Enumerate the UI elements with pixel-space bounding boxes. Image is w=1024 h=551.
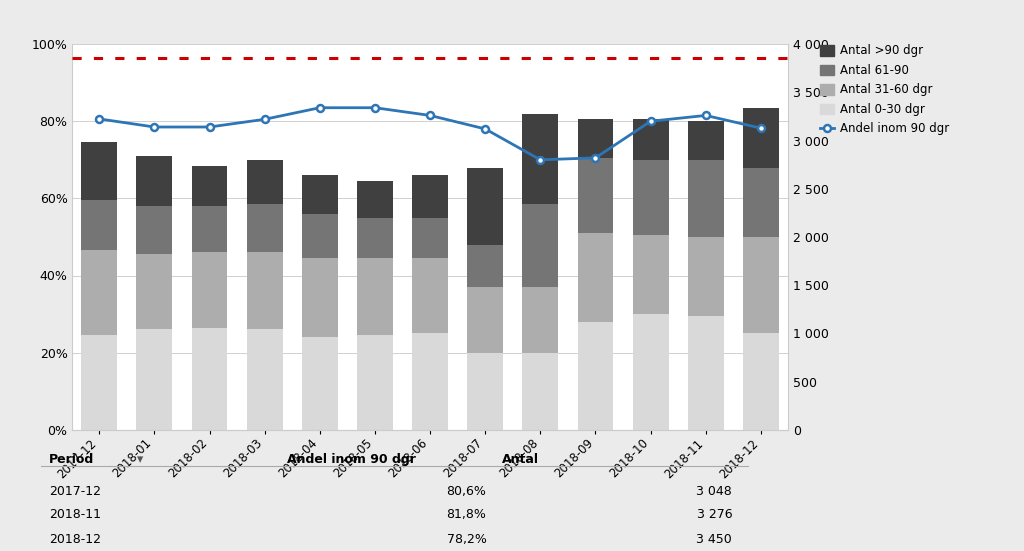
Bar (522, 204, 558, 287)
Bar (302, 214, 338, 258)
Bar (412, 333, 449, 430)
Bar (633, 235, 669, 314)
Bar (743, 168, 779, 237)
Text: 80,6%: 80,6% (446, 485, 486, 498)
Bar (191, 252, 227, 327)
Bar (743, 108, 779, 168)
Bar (136, 206, 172, 255)
Bar (302, 175, 338, 214)
Bar (633, 314, 669, 430)
Bar (302, 258, 338, 337)
Bar (357, 218, 393, 258)
Bar (191, 166, 227, 206)
Bar (688, 160, 724, 237)
Bar (522, 353, 558, 430)
Bar (633, 120, 669, 160)
Bar (247, 329, 283, 430)
Bar (688, 316, 724, 430)
Bar (467, 168, 503, 245)
Text: 3 276: 3 276 (696, 508, 732, 521)
Text: ▾: ▾ (137, 453, 143, 466)
Text: 78,2%: 78,2% (446, 533, 486, 546)
Bar (81, 142, 117, 201)
Bar (357, 258, 393, 335)
Bar (81, 250, 117, 335)
Text: 81,8%: 81,8% (446, 508, 486, 521)
Bar (136, 255, 172, 329)
Bar (467, 353, 503, 430)
Text: 2017-12: 2017-12 (49, 485, 100, 498)
Bar (247, 204, 283, 252)
Bar (688, 237, 724, 316)
Bar (136, 329, 172, 430)
Bar (578, 120, 613, 158)
Bar (247, 160, 283, 204)
Bar (688, 121, 724, 160)
Text: 2018-11: 2018-11 (49, 508, 100, 521)
Bar (357, 335, 393, 430)
Bar (412, 258, 449, 333)
Text: Period: Period (49, 453, 94, 466)
Bar (357, 181, 393, 218)
Bar (522, 114, 558, 204)
Bar (578, 322, 613, 430)
Legend: Antal >90 dgr, Antal 61-90, Antal 31-60 dgr, Antal 0-30 dgr, Andel inom 90 dgr: Antal >90 dgr, Antal 61-90, Antal 31-60 … (820, 45, 949, 136)
Bar (302, 337, 338, 430)
Bar (81, 335, 117, 430)
Bar (522, 287, 558, 353)
Text: Antal: Antal (502, 453, 539, 466)
Bar (191, 206, 227, 252)
Bar (467, 245, 503, 287)
Bar (247, 252, 283, 329)
Text: Andel inom 90 dgr: Andel inom 90 dgr (287, 453, 416, 466)
Bar (191, 327, 227, 430)
Text: 2018-12: 2018-12 (49, 533, 100, 546)
Bar (743, 237, 779, 333)
Text: 3 048: 3 048 (696, 485, 732, 498)
Bar (136, 156, 172, 206)
Bar (467, 287, 503, 353)
Bar (412, 218, 449, 258)
Text: 3 450: 3 450 (696, 533, 732, 546)
Bar (81, 201, 117, 251)
Bar (578, 158, 613, 233)
Bar (412, 175, 449, 218)
Bar (633, 160, 669, 235)
Bar (578, 233, 613, 322)
Bar (743, 333, 779, 430)
